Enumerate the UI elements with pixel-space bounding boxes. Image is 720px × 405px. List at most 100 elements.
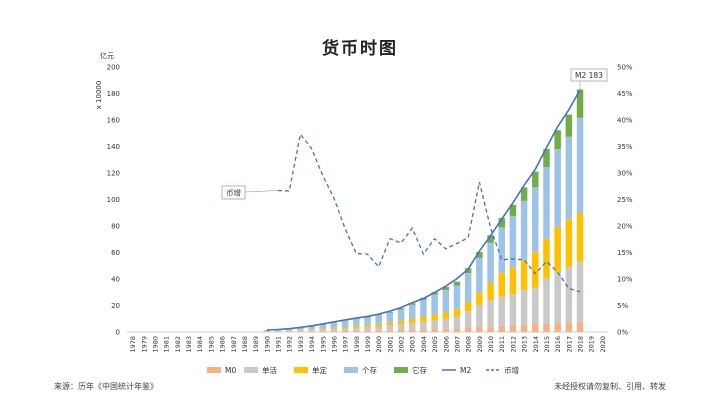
bar-segment (509, 215, 517, 268)
bar-segment (409, 304, 416, 319)
bar-segment (487, 282, 494, 301)
x-tick-label: 1996 (330, 336, 338, 353)
bar-segment (341, 326, 349, 329)
bar-segment (285, 330, 293, 332)
bar-segment (308, 329, 315, 330)
x-tick-label: 2008 (465, 336, 473, 353)
bar-segment (409, 322, 416, 330)
bar-segment (353, 319, 360, 327)
bar-segment (375, 315, 382, 324)
bar-segment (431, 329, 438, 332)
bar-segment (498, 227, 505, 273)
x-tick-label: 1999 (364, 336, 372, 353)
bar-segment (554, 149, 561, 227)
y2-tick-label: 25% (617, 196, 633, 204)
x-tick-label: 2009 (476, 336, 484, 353)
bar-segment (386, 330, 394, 332)
x-tick-label: 1995 (319, 336, 327, 353)
legend-label: M0 (225, 366, 236, 375)
bar-segment (565, 136, 573, 220)
growth-callout-box (221, 185, 246, 200)
bar-segment (464, 301, 472, 312)
x-tick-label: 2012 (509, 336, 517, 353)
x-tick-label: 2011 (498, 336, 506, 353)
bar-segment (554, 271, 561, 323)
y2-tick-label: 5% (617, 302, 628, 310)
source-note: 来源：历年《中国统计年鉴》 (54, 382, 158, 391)
x-tick-label: 2003 (409, 336, 417, 353)
y2-tick-label: 10% (617, 276, 633, 284)
bar-segment (543, 148, 550, 168)
bar-segment (263, 330, 271, 332)
bar-segment (464, 273, 472, 302)
x-tick-label: 2007 (453, 336, 461, 353)
y2-tick-label: 0% (617, 329, 628, 337)
y-axis-unit: 亿元 (100, 51, 114, 60)
x-tick-label: 1980 (151, 336, 159, 353)
y-tick-label: 60 (111, 249, 120, 257)
legend-label: 个存 (362, 365, 377, 375)
bar-segment (520, 200, 528, 260)
bar-segment (442, 290, 450, 312)
x-tick-label: 1991 (275, 336, 283, 353)
bar-segment (498, 325, 505, 332)
bar-segment (409, 303, 416, 305)
bar-segment (341, 330, 349, 332)
x-tick-label: 2015 (543, 336, 551, 353)
bar-segment (420, 316, 427, 322)
x-tick-label: 2017 (565, 336, 573, 353)
x-tick-label: 2002 (398, 336, 406, 353)
bar-segment (498, 296, 505, 326)
bar-segment (442, 311, 450, 319)
bar-segment (520, 324, 528, 332)
bar-segment (487, 326, 494, 332)
x-tick-label: 1992 (286, 336, 294, 353)
x-tick-label: 2001 (386, 336, 394, 353)
bar-segment (576, 213, 584, 262)
bar-segment (297, 327, 304, 330)
bar-segment (453, 316, 461, 329)
growth-callout-leader (244, 190, 279, 193)
bar-segment (330, 327, 338, 329)
bar-segment (509, 294, 517, 326)
bar-segment (341, 321, 349, 327)
m2-callout-label: M2 183 (575, 71, 603, 80)
legend-label: 单活 (262, 365, 277, 375)
bar-segment (330, 331, 338, 332)
bar-segment (554, 130, 561, 150)
bar-segment (442, 328, 450, 332)
bar-segment (453, 328, 461, 332)
bar-segment (364, 317, 371, 326)
bar-segment (375, 326, 382, 331)
y-tick-label: 0 (116, 329, 120, 337)
y-tick-label: 140 (107, 143, 120, 151)
bar-segment (308, 326, 315, 330)
bar-segment (476, 257, 483, 293)
bar-segment (532, 324, 539, 332)
bar-segment (330, 328, 338, 332)
x-tick-label: 1997 (342, 336, 350, 353)
bar-segment (476, 251, 483, 258)
y-tick-label: 180 (107, 90, 120, 98)
bar-segment (386, 311, 394, 313)
y2-tick-label: 15% (617, 249, 633, 257)
bar-segment (565, 267, 573, 323)
y-tick-label: 100 (107, 196, 120, 204)
bar-segment (565, 114, 573, 137)
y-tick-label: 160 (107, 117, 120, 125)
x-tick-label: 1987 (230, 336, 238, 353)
x-tick-label: 1990 (263, 336, 271, 353)
bar-segment (576, 117, 584, 214)
legend-swatch (207, 367, 221, 373)
growth-callout-label: 币增 (226, 188, 241, 198)
bar-segment (364, 330, 371, 332)
x-tick-label: 2018 (577, 336, 585, 353)
bar-segment (353, 327, 360, 331)
bar-segment (498, 272, 505, 297)
bar-segment (509, 204, 517, 216)
x-tick-label: 2020 (599, 336, 607, 353)
y-tick-label: 200 (107, 64, 120, 72)
bar-segment (509, 325, 517, 332)
y2-tick-label: 35% (617, 143, 633, 151)
